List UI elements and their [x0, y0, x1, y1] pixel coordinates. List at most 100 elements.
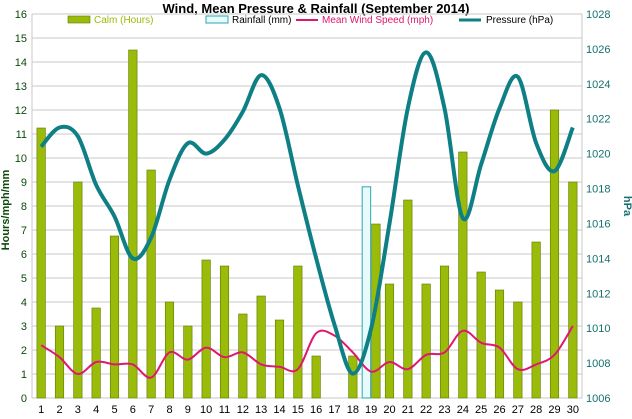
calm-bar	[36, 127, 46, 399]
x-tick-label: 4	[93, 404, 99, 416]
x-tick-label: 3	[75, 404, 81, 416]
x-tick-label: 18	[347, 404, 359, 416]
y-tick-label: 13	[15, 81, 27, 93]
y-axis-title: Hours/mph/mm	[0, 169, 12, 250]
calm-bar	[458, 151, 468, 399]
x-tick-label: 21	[402, 404, 414, 416]
pressure-line	[39, 50, 575, 376]
calm-bar	[476, 271, 486, 399]
x-tick-label: 8	[166, 404, 172, 416]
calm-bar	[311, 355, 321, 399]
y-tick-label: 5	[21, 273, 27, 285]
y2-tick-label: 1008	[586, 358, 610, 370]
calm-bar	[568, 181, 578, 399]
y2-axis-title: hPa	[621, 196, 632, 217]
legend-label-pressure: Pressure (hPa)	[486, 15, 553, 26]
x-tick-label: 25	[475, 404, 487, 416]
y2-tick-label: 1024	[586, 79, 610, 91]
x-tick-label: 12	[237, 404, 249, 416]
calm-bar	[549, 109, 560, 399]
calm-bar	[384, 283, 395, 399]
y-tick-label: 3	[21, 321, 27, 333]
x-tick-label: 14	[273, 404, 285, 416]
x-tick-label: 19	[365, 404, 377, 416]
y-tick-label: 1	[21, 369, 27, 381]
calm-bar	[293, 265, 303, 399]
y-tick-label: 14	[15, 57, 27, 69]
y2-tick-label: 1026	[586, 44, 610, 56]
calm-bar	[403, 199, 413, 399]
y-tick-label: 16	[15, 9, 27, 21]
rainfall-bar	[361, 186, 372, 399]
wind-speed-line	[40, 325, 574, 379]
y2-tick-label: 1020	[586, 149, 610, 161]
calm-bar	[146, 169, 156, 399]
legend-label-calm: Calm (Hours)	[94, 15, 153, 26]
y-tick-label: 15	[15, 33, 27, 45]
calm-bar	[531, 241, 541, 399]
x-tick-label: 6	[130, 404, 136, 416]
calm-bar	[513, 301, 523, 399]
calm-bar	[238, 313, 248, 399]
x-tick-label: 10	[200, 404, 212, 416]
x-tick-label: 7	[148, 404, 154, 416]
calm-bar	[421, 283, 431, 399]
legend-swatch-calm	[67, 15, 91, 24]
calm-bar	[91, 307, 101, 399]
x-tick-label: 2	[56, 404, 62, 416]
y-tick-label: 9	[21, 177, 27, 189]
y-tick-label: 0	[21, 393, 27, 405]
x-tick-label: 5	[111, 404, 117, 416]
y2-tick-label: 1010	[586, 323, 610, 335]
y-tick-label: 8	[21, 201, 27, 213]
x-tick-label: 20	[383, 404, 395, 416]
legend-label-rainfall: Rainfall (mm)	[232, 15, 291, 26]
calm-bar	[219, 265, 230, 399]
x-tick-label: 9	[185, 404, 191, 416]
calm-bar	[348, 355, 358, 399]
x-tick-label: 28	[530, 404, 542, 416]
x-tick-label: 11	[219, 404, 230, 416]
calm-bar	[439, 265, 450, 399]
y2-tick-label: 1016	[586, 218, 610, 230]
chart-title: Wind, Mean Pressure & Rainfall (Septembe…	[163, 1, 470, 16]
y2-tick-label: 1018	[586, 184, 610, 196]
legend-swatch-rainfall	[205, 15, 229, 24]
calm-bar	[494, 289, 505, 399]
legend: Calm (Hours) Rainfall (mm) Mean Wind Spe…	[67, 15, 553, 26]
x-tick-label: 26	[493, 404, 505, 416]
y-tick-label: 10	[15, 153, 27, 165]
y2-tick-label: 1014	[586, 253, 610, 265]
x-tick-label: 29	[548, 404, 560, 416]
x-tick-label: 13	[255, 404, 267, 416]
legend-label-wind: Mean Wind Speed (mph)	[322, 15, 433, 26]
calm-bar	[183, 325, 193, 399]
y2-tick-label: 1006	[586, 393, 610, 405]
x-tick-label: 30	[567, 404, 579, 416]
calm-bar	[128, 49, 138, 399]
calm-bar	[109, 235, 120, 399]
x-tick-label: 23	[438, 404, 450, 416]
calm-bar	[256, 295, 266, 399]
x-tick-label: 1	[38, 404, 44, 416]
x-tick-label: 22	[420, 404, 432, 416]
calm-bar	[201, 259, 211, 399]
x-tick-label: 27	[512, 404, 524, 416]
calm-bar	[73, 181, 83, 399]
calm-bar	[164, 301, 175, 399]
y-tick-label: 11	[16, 129, 27, 141]
y-tick-label: 4	[21, 297, 27, 309]
y-tick-label: 7	[21, 225, 27, 237]
calm-bar	[274, 319, 285, 399]
y2-tick-label: 1022	[586, 114, 610, 126]
x-tick-label: 16	[310, 404, 322, 416]
x-tick-label: 24	[457, 404, 469, 416]
calm-bar	[54, 325, 65, 399]
y-tick-label: 6	[21, 249, 27, 261]
y-tick-label: 2	[21, 345, 27, 357]
x-tick-label: 17	[328, 404, 340, 416]
y2-tick-label: 1028	[586, 9, 610, 21]
y2-tick-label: 1012	[586, 288, 610, 300]
